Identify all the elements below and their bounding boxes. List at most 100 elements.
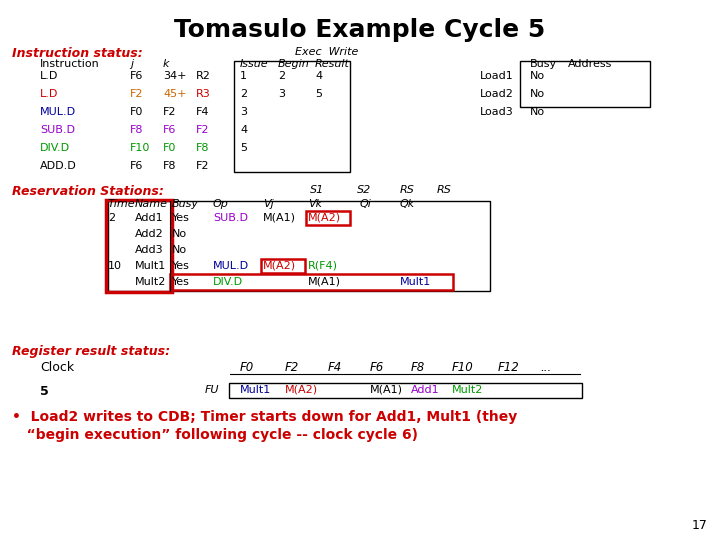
Text: Begin: Begin — [278, 59, 310, 69]
Text: j: j — [130, 59, 133, 69]
Text: R2: R2 — [196, 71, 211, 81]
Text: 5: 5 — [315, 89, 322, 99]
Text: 3: 3 — [278, 89, 285, 99]
Text: R3: R3 — [196, 89, 211, 99]
Text: No: No — [530, 89, 545, 99]
Text: Op: Op — [213, 199, 229, 209]
Text: DIV.D: DIV.D — [40, 143, 70, 153]
Text: F0: F0 — [130, 107, 143, 117]
Text: 17: 17 — [692, 519, 708, 532]
Text: S1: S1 — [310, 185, 324, 195]
Text: Yes: Yes — [172, 277, 190, 287]
Text: Load2: Load2 — [480, 89, 514, 99]
Text: •  Load2 writes to CDB; Timer starts down for Add1, Mult1 (they: • Load2 writes to CDB; Timer starts down… — [12, 410, 517, 424]
Bar — [261, 259, 305, 273]
Text: Clock: Clock — [40, 361, 74, 374]
Text: Yes: Yes — [172, 213, 190, 223]
Text: M(A2): M(A2) — [263, 261, 296, 271]
Text: ...: ... — [540, 361, 552, 374]
Text: SUB.D: SUB.D — [40, 125, 75, 135]
Text: ADD.D: ADD.D — [40, 161, 77, 171]
Bar — [108, 201, 490, 291]
Text: Time: Time — [108, 199, 135, 209]
Text: Instruction status:: Instruction status: — [12, 47, 143, 60]
Text: Name: Name — [135, 199, 168, 209]
Text: M(A2): M(A2) — [308, 213, 341, 223]
Text: Mult1: Mult1 — [400, 277, 431, 287]
Text: F6: F6 — [130, 161, 143, 171]
Text: F10: F10 — [452, 361, 474, 374]
Text: No: No — [172, 245, 187, 255]
Text: Vj: Vj — [263, 199, 274, 209]
Text: Exec  Write: Exec Write — [295, 47, 359, 57]
Text: Mult1: Mult1 — [240, 385, 271, 395]
Text: Mult2: Mult2 — [135, 277, 166, 287]
Bar — [520, 61, 650, 107]
Text: 34+: 34+ — [163, 71, 186, 81]
Text: DIV.D: DIV.D — [213, 277, 243, 287]
Text: M(A1): M(A1) — [370, 385, 403, 395]
Text: Load3: Load3 — [480, 107, 514, 117]
Text: F2: F2 — [130, 89, 143, 99]
Text: Reservation Stations:: Reservation Stations: — [12, 185, 164, 198]
Text: F0: F0 — [163, 143, 176, 153]
Text: 3: 3 — [240, 107, 247, 117]
Text: M(A1): M(A1) — [263, 213, 296, 223]
Text: L.D: L.D — [40, 89, 58, 99]
Text: F8: F8 — [411, 361, 426, 374]
Text: S2: S2 — [357, 185, 372, 195]
Text: Result: Result — [315, 59, 350, 69]
Text: No: No — [530, 71, 545, 81]
Text: RS: RS — [437, 185, 452, 195]
Text: F2: F2 — [285, 361, 300, 374]
Text: Qk: Qk — [400, 199, 415, 209]
Text: 2: 2 — [240, 89, 247, 99]
Text: F8: F8 — [163, 161, 176, 171]
Text: “begin execution” following cycle -- clock cycle 6): “begin execution” following cycle -- clo… — [12, 428, 418, 442]
Text: Add1: Add1 — [411, 385, 440, 395]
Text: F8: F8 — [196, 143, 210, 153]
Text: Busy: Busy — [172, 199, 199, 209]
Text: No: No — [530, 107, 545, 117]
Text: Address: Address — [568, 59, 613, 69]
Text: 10: 10 — [108, 261, 122, 271]
Text: Instruction: Instruction — [40, 59, 100, 69]
Bar — [170, 274, 453, 290]
Text: 2: 2 — [108, 213, 115, 223]
Text: Mult1: Mult1 — [135, 261, 166, 271]
Text: 4: 4 — [315, 71, 322, 81]
Bar — [106, 200, 172, 292]
Text: Yes: Yes — [172, 261, 190, 271]
Text: RS: RS — [400, 185, 415, 195]
Text: Load1: Load1 — [480, 71, 514, 81]
Text: FU: FU — [205, 385, 220, 395]
Text: F4: F4 — [328, 361, 342, 374]
Text: 2: 2 — [278, 71, 285, 81]
Text: No: No — [172, 229, 187, 239]
Bar — [306, 211, 350, 225]
Bar — [234, 61, 350, 172]
Text: F0: F0 — [240, 361, 254, 374]
Text: Add2: Add2 — [135, 229, 163, 239]
Bar — [229, 383, 582, 398]
Text: Busy: Busy — [530, 59, 557, 69]
Text: Qi: Qi — [360, 199, 372, 209]
Text: Mult2: Mult2 — [452, 385, 483, 395]
Text: F6: F6 — [370, 361, 384, 374]
Text: F2: F2 — [196, 161, 210, 171]
Text: L.D: L.D — [40, 71, 58, 81]
Text: Register result status:: Register result status: — [12, 345, 170, 358]
Text: F6: F6 — [163, 125, 176, 135]
Text: Issue: Issue — [240, 59, 269, 69]
Text: Tomasulo Example Cycle 5: Tomasulo Example Cycle 5 — [174, 18, 546, 42]
Text: 5: 5 — [40, 385, 49, 398]
Text: Vk: Vk — [308, 199, 322, 209]
Text: 5: 5 — [240, 143, 247, 153]
Text: F8: F8 — [130, 125, 143, 135]
Text: 1: 1 — [240, 71, 247, 81]
Text: 4: 4 — [240, 125, 247, 135]
Text: k: k — [163, 59, 169, 69]
Text: Add3: Add3 — [135, 245, 163, 255]
Text: SUB.D: SUB.D — [213, 213, 248, 223]
Text: F6: F6 — [130, 71, 143, 81]
